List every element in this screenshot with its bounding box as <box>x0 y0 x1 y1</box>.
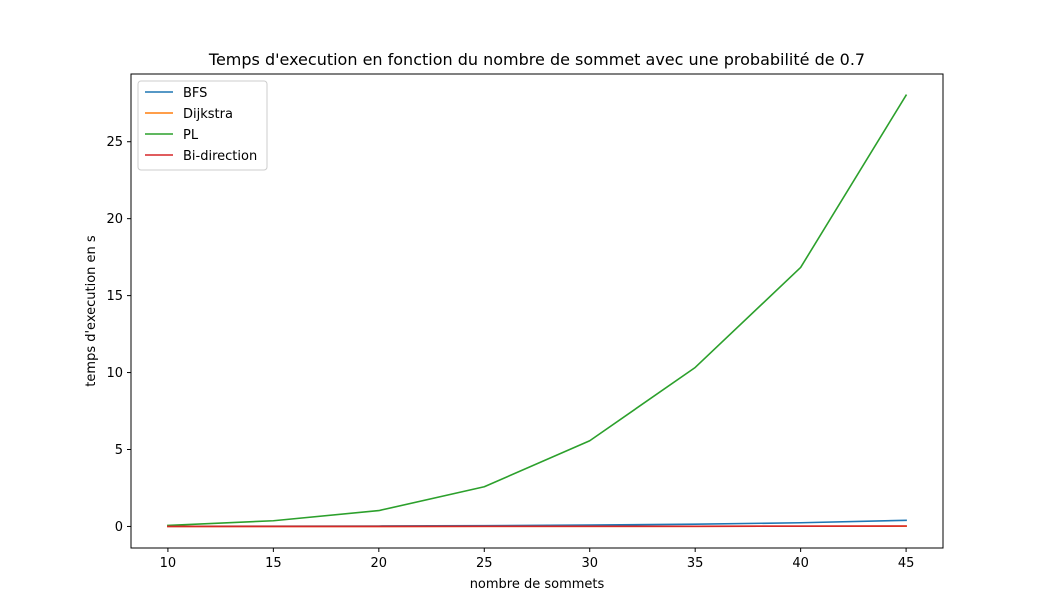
legend-label: BFS <box>183 86 207 101</box>
x-tick-label: 20 <box>371 556 388 571</box>
x-tick-label: 15 <box>265 556 282 571</box>
legend-label: Bi-direction <box>183 149 257 164</box>
y-tick-label: 10 <box>106 366 123 381</box>
legend-label: Dijkstra <box>183 107 233 122</box>
y-tick-label: 5 <box>115 443 123 458</box>
x-tick-label: 35 <box>687 556 704 571</box>
axes-frame <box>130 73 944 549</box>
y-axis-label: temps d'execution en s <box>84 235 99 387</box>
y-tick-label: 25 <box>106 135 123 150</box>
x-tick-label: 45 <box>898 556 915 571</box>
series-line-pl <box>167 94 908 527</box>
x-axis-label: nombre de sommets <box>470 577 605 592</box>
x-tick-label: 30 <box>581 556 598 571</box>
legend-box <box>137 80 268 171</box>
x-tick-label: 40 <box>792 556 809 571</box>
y-tick-label: 0 <box>115 520 123 535</box>
plot-area <box>130 73 944 549</box>
legend: BFS Dijkstra PL Bi-direction <box>137 80 268 171</box>
x-axis-ticks: 10 15 20 25 30 35 40 45 <box>160 548 915 571</box>
legend-label: PL <box>183 128 199 143</box>
x-tick-label: 10 <box>160 556 177 571</box>
x-tick-label: 25 <box>476 556 493 571</box>
series-layer <box>167 94 908 528</box>
chart-title: Temps d'execution en fonction du nombre … <box>208 50 865 69</box>
y-axis-ticks: 0 5 10 15 20 25 <box>106 135 131 535</box>
y-tick-label: 20 <box>106 212 123 227</box>
y-tick-label: 15 <box>106 289 123 304</box>
